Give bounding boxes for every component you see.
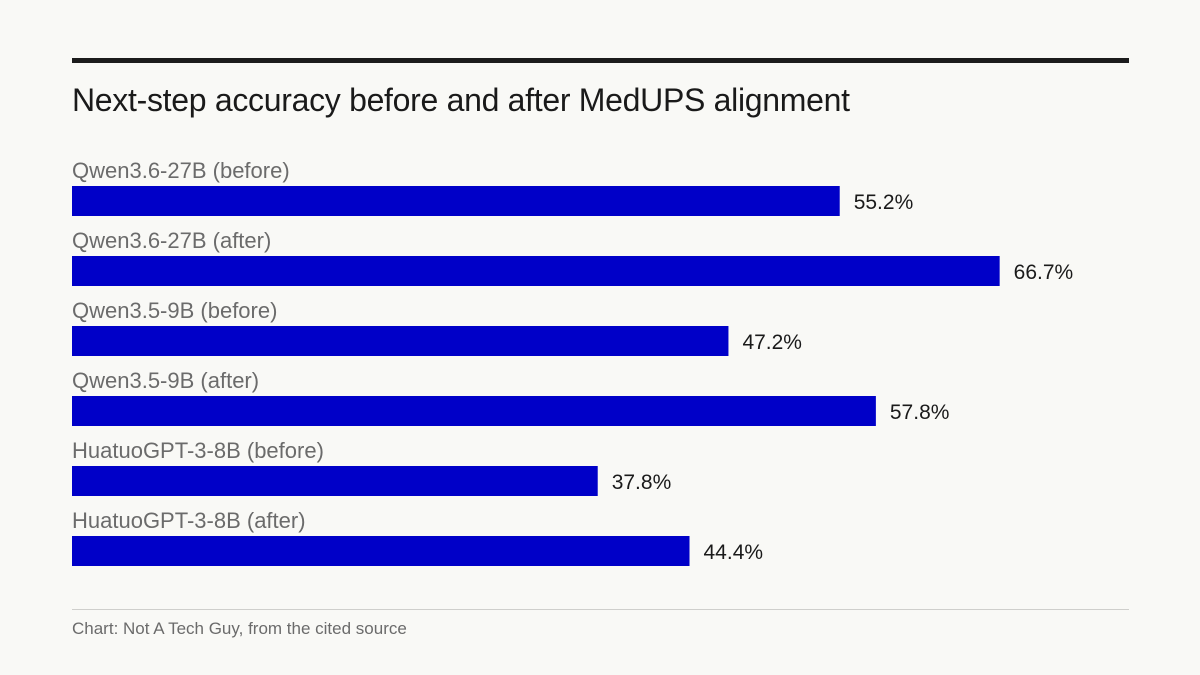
bar-value-label: 37.8%: [612, 471, 672, 494]
bar: [72, 186, 840, 216]
bar: [72, 396, 876, 426]
source-note: Chart: Not A Tech Guy, from the cited so…: [72, 619, 407, 638]
bar-category-label: HuatuoGPT-3-8B (after): [72, 508, 306, 533]
bar-value-label: 55.2%: [854, 191, 914, 214]
bar-category-label: Qwen3.5-9B (after): [72, 368, 259, 393]
bar: [72, 256, 1000, 286]
bottom-rule: [72, 609, 1129, 610]
bar-category-label: Qwen3.6-27B (after): [72, 228, 271, 253]
bar-value-label: 47.2%: [742, 331, 802, 354]
bar-value-label: 57.8%: [890, 401, 950, 424]
bar-category-label: Qwen3.5-9B (before): [72, 298, 277, 323]
chart-title: Next-step accuracy before and after MedU…: [72, 82, 850, 118]
bar: [72, 326, 729, 356]
bar: [72, 466, 598, 496]
bar-value-label: 66.7%: [1014, 261, 1074, 284]
bar-value-label: 44.4%: [704, 541, 764, 564]
top-rule: [72, 58, 1129, 63]
bar-category-label: HuatuoGPT-3-8B (before): [72, 438, 324, 463]
bar: [72, 536, 690, 566]
bar-category-label: Qwen3.6-27B (before): [72, 158, 290, 183]
bar-chart: Qwen3.6-27B (before) 55.2% Qwen3.6-27B (af…: [72, 158, 1074, 566]
